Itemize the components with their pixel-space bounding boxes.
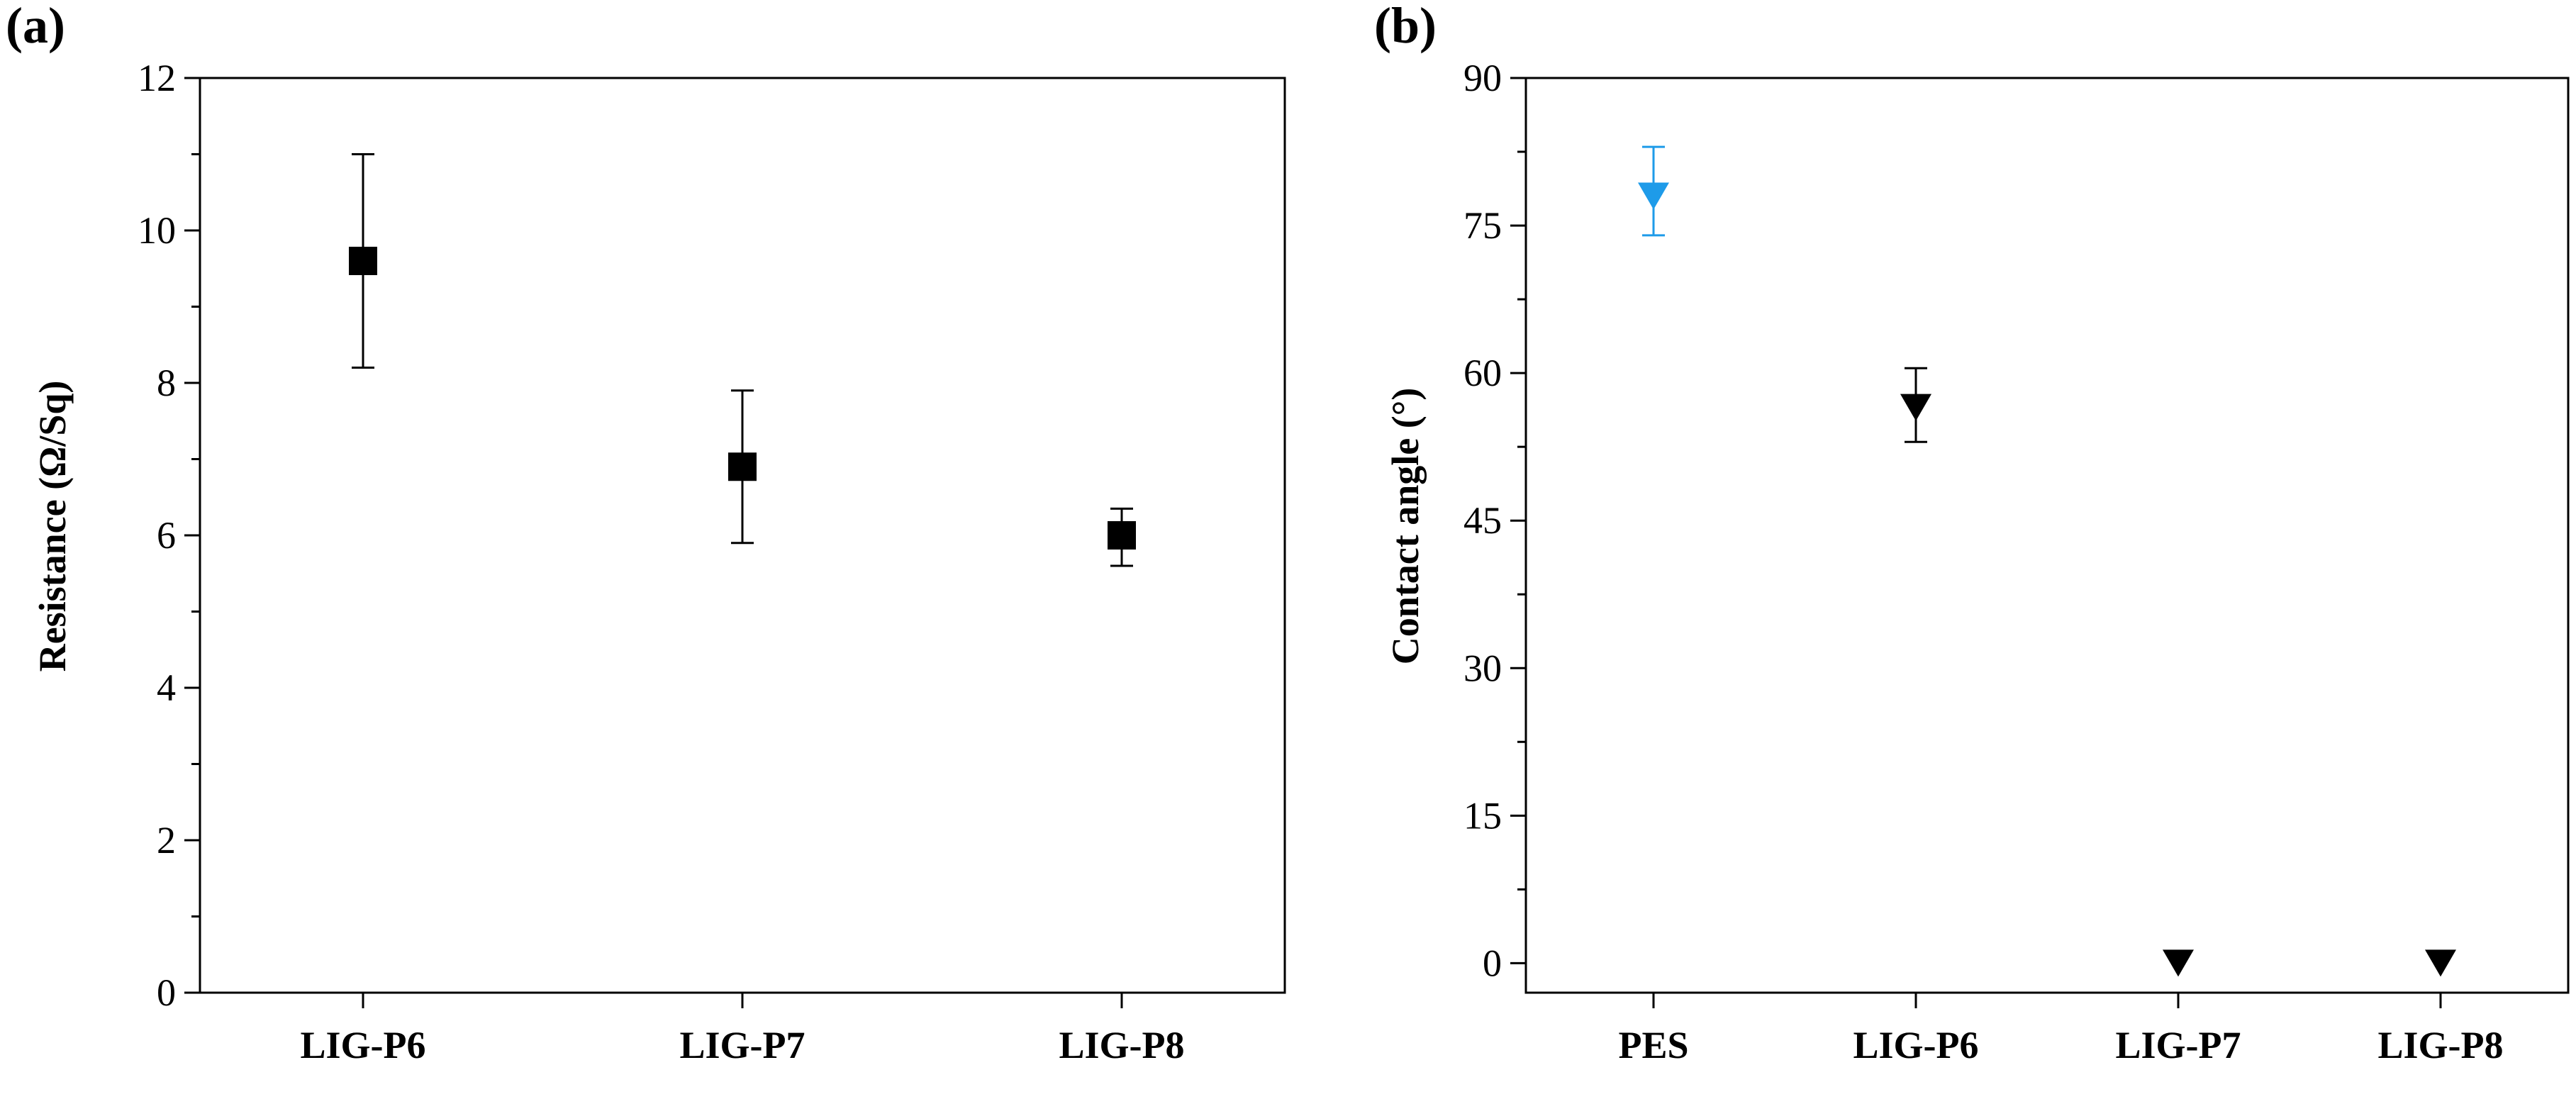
panel-b-y-tick-label: 30 <box>1463 647 1502 689</box>
panel-b-y-tick-label: 0 <box>1483 942 1502 984</box>
panel-a-x-category-label: LIG-P7 <box>679 1024 805 1066</box>
panel-b-y-tick-label: 90 <box>1463 57 1502 99</box>
panel-a-y-tick-label: 6 <box>157 514 176 557</box>
panel-a-y-tick-label: 4 <box>157 667 176 709</box>
panel-a-resistance-chart: (a) Resistance (Ω/Sq) 0 2 4 6 8 10 12 LIG-P6 LIG… <box>6 0 1286 1066</box>
panel-a-y-tick-label: 12 <box>138 57 176 99</box>
panel-b-y-tick-label: 75 <box>1463 204 1502 247</box>
panel-a-data-point <box>1108 521 1136 550</box>
panel-a-data-marks <box>349 153 1136 567</box>
panel-b-y-tick-label: 60 <box>1463 352 1502 394</box>
panel-b-y-axis-title: Contact angle (°) <box>1384 388 1427 665</box>
panel-a-y-tick-label: 0 <box>157 971 176 1014</box>
panel-a-y-tick-label: 8 <box>157 362 176 404</box>
panel-a-data-point <box>728 452 757 481</box>
panel-a-data-point <box>349 247 377 275</box>
panel-b-data-point <box>2425 949 2456 977</box>
panel-b-y-tick-label: 45 <box>1463 499 1502 542</box>
panel-a-axes: 0 2 4 6 8 10 12 LIG-P6 LIG-P7 LIG-P8 <box>138 57 1185 1066</box>
panel-b-plot-frame <box>1524 77 2570 994</box>
panel-b-x-category-label: LIG-P8 <box>2377 1024 2503 1066</box>
panel-a-y-axis-title: Resistance (Ω/Sq) <box>31 381 74 672</box>
panel-b-x-category-label: LIG-P6 <box>1853 1024 1978 1066</box>
panel-b-data-point <box>1900 394 1931 421</box>
panel-b-data-point <box>2163 949 2194 977</box>
panel-a-x-category-label: LIG-P6 <box>300 1024 425 1066</box>
panel-a-y-tick-label: 2 <box>157 819 176 862</box>
panel-b-label: (b) <box>1374 0 1437 54</box>
panel-b-data-marks <box>1638 145 2456 977</box>
panel-a-x-category-label: LIG-P8 <box>1059 1024 1184 1066</box>
panel-b-contact-angle-chart: (b) Contact angle (°) 0 15 30 45 60 75 90 PES LI… <box>1374 0 2570 1066</box>
panel-b-axes: 0 15 30 45 60 75 90 PES LIG-P6 LIG-P7 LIG-P8 <box>1463 57 2504 1066</box>
panel-b-x-category-label: PES <box>1618 1024 1688 1066</box>
panel-b-x-category-label: LIG-P7 <box>2115 1024 2241 1066</box>
panel-a-y-tick-label: 10 <box>138 209 176 252</box>
panel-b-y-tick-label: 15 <box>1463 794 1502 837</box>
panel-a-label: (a) <box>6 0 65 54</box>
panel-b-data-point <box>1638 182 1669 210</box>
